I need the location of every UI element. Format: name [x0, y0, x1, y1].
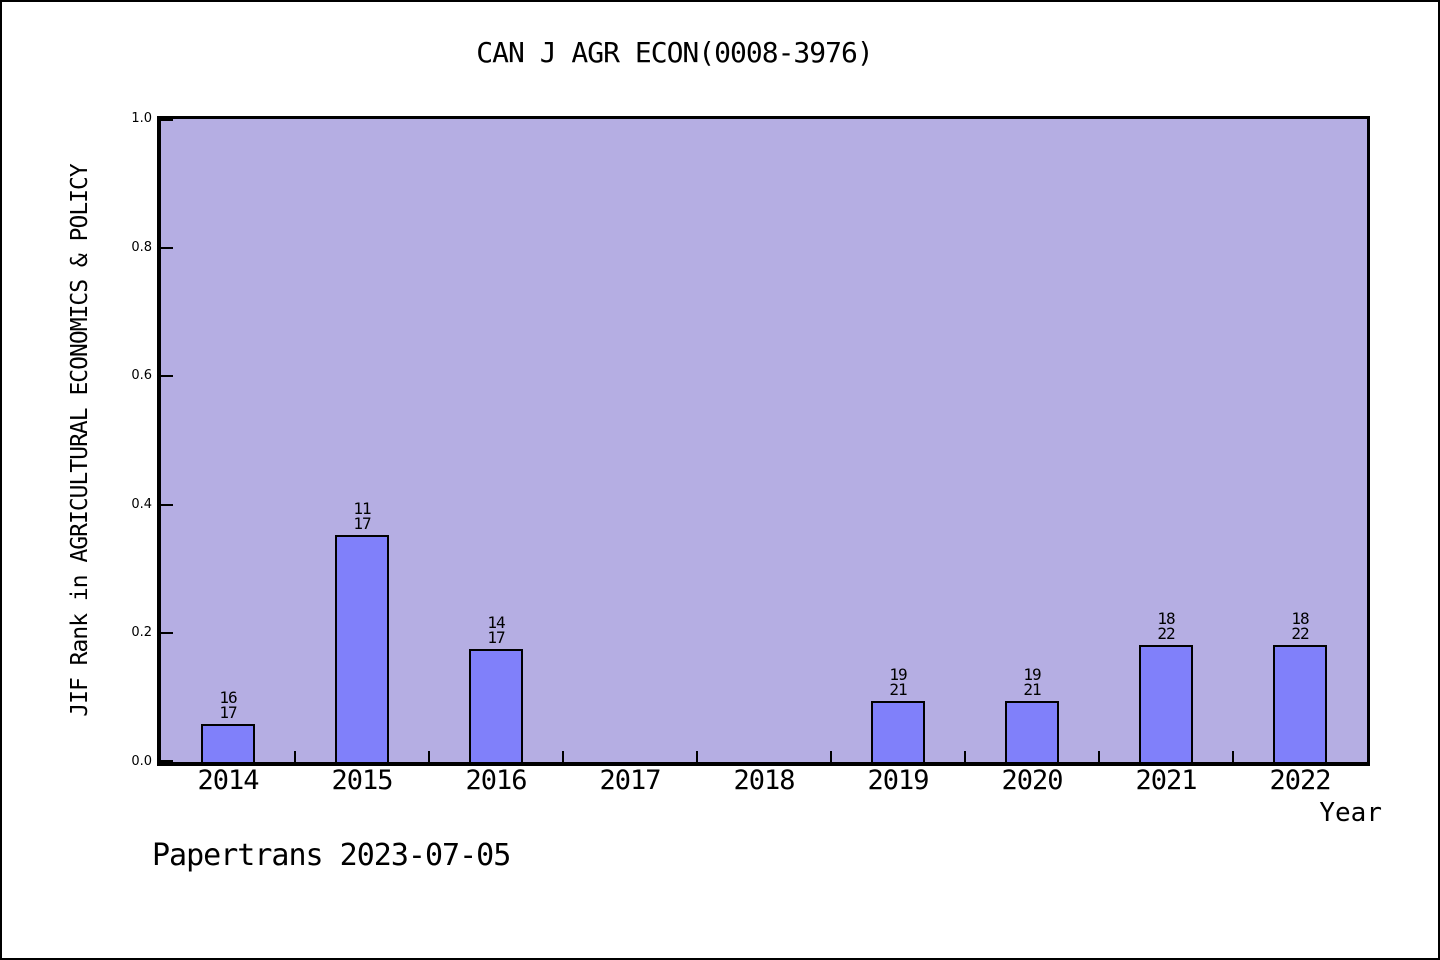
bar-value-label-2014: 16 17 [188, 688, 268, 722]
x-tick-label-2021: 2021 [1135, 765, 1197, 796]
bar-value-label-2015: 11 17 [322, 499, 402, 533]
bar-rank: 19 [889, 665, 907, 684]
x-minor-tick [1232, 751, 1234, 762]
y-tick-mark [161, 375, 173, 377]
bar-total: 21 [889, 680, 907, 699]
bar-rank: 14 [487, 613, 505, 632]
y-tick-mark [161, 760, 173, 762]
bar-2019 [871, 701, 925, 762]
bar-rank: 18 [1291, 609, 1309, 628]
bar-rank: 18 [1157, 609, 1175, 628]
bar-value-label-2019: 19 21 [858, 665, 938, 699]
y-tick-label: 0.0 [131, 754, 152, 769]
x-tick-label-2022: 2022 [1269, 765, 1331, 796]
bar-total: 21 [1023, 680, 1041, 699]
x-minor-tick [964, 751, 966, 762]
bar-total: 17 [353, 514, 371, 533]
bar-value-label-2016: 14 17 [456, 613, 536, 647]
x-minor-tick [1098, 751, 1100, 762]
footer-watermark: Papertrans 2023-07-05 [152, 838, 511, 873]
x-minor-tick [696, 751, 698, 762]
bar-total: 22 [1157, 624, 1175, 643]
y-axis-label: JIF Rank in AGRICULTURAL ECONOMICS & POL… [67, 164, 93, 717]
y-tick-label: 0.4 [131, 497, 152, 512]
x-axis-tick-labels: 2014 2015 2016 2017 2018 2019 2020 2021 2022 [161, 765, 1367, 799]
x-minor-tick [562, 751, 564, 762]
x-minor-tick [294, 751, 296, 762]
y-tick-label: 0.8 [131, 240, 152, 255]
bar-2016 [469, 649, 523, 762]
x-tick-label-2014: 2014 [197, 765, 259, 796]
x-tick-label-2020: 2020 [1001, 765, 1063, 796]
x-minor-tick [428, 751, 430, 762]
y-tick-mark [161, 119, 173, 121]
bar-value-label-2020: 19 21 [992, 665, 1072, 699]
bar-value-label-2021: 18 22 [1126, 609, 1206, 643]
bar-total: 17 [219, 703, 237, 722]
bar-2022 [1273, 645, 1327, 762]
y-axis-tick-labels: 0.0 0.2 0.4 0.6 0.8 1.0 [97, 2, 152, 958]
y-tick-label: 1.0 [131, 111, 152, 126]
bar-rank: 19 [1023, 665, 1041, 684]
bar-total: 17 [487, 628, 505, 647]
x-tick-label-2016: 2016 [465, 765, 527, 796]
bar-total: 22 [1291, 624, 1309, 643]
y-tick-mark [161, 247, 173, 249]
x-tick-label-2019: 2019 [867, 765, 929, 796]
bar-2015 [335, 535, 389, 762]
bar-2020 [1005, 701, 1059, 762]
x-tick-label-2018: 2018 [733, 765, 795, 796]
y-tick-label: 0.2 [131, 625, 152, 640]
x-tick-label-2017: 2017 [599, 765, 661, 796]
bar-2014 [201, 724, 255, 762]
bar-rank: 16 [219, 688, 237, 707]
x-axis-label: Year [1319, 798, 1382, 828]
x-minor-tick [830, 751, 832, 762]
bar-2021 [1139, 645, 1193, 762]
plot-area: 16 17 11 17 14 17 19 21 19 21 18 22 18 22 [157, 116, 1370, 766]
bar-value-label-2022: 18 22 [1260, 609, 1340, 643]
x-tick-label-2015: 2015 [331, 765, 393, 796]
y-tick-mark [161, 632, 173, 634]
y-tick-label: 0.6 [131, 368, 152, 383]
bar-rank: 11 [353, 499, 371, 518]
y-tick-mark [161, 504, 173, 506]
chart-title: CAN J AGR ECON(0008-3976) [476, 36, 873, 69]
